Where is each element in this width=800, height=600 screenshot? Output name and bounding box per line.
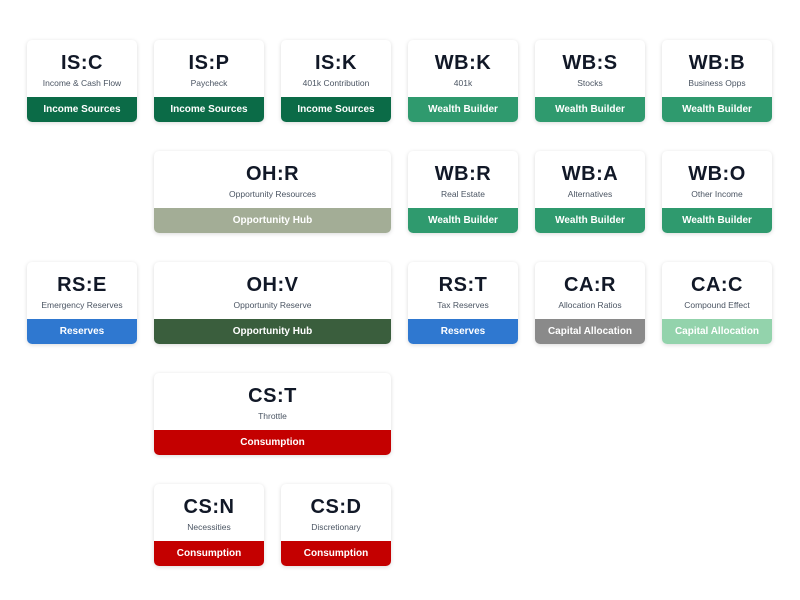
category-label: Income Sources xyxy=(154,97,264,122)
card-code: WB:O xyxy=(688,162,746,185)
card-wb-a[interactable]: WB:A Alternatives Wealth Builder xyxy=(535,151,645,233)
card-name: Opportunity Resources xyxy=(229,188,316,199)
card-name: Stocks xyxy=(577,77,603,88)
card-cs-d[interactable]: CS:D Discretionary Consumption xyxy=(281,484,391,566)
category-label: Wealth Builder xyxy=(535,208,645,233)
card-body: CS:D Discretionary xyxy=(281,484,391,541)
card-body: WB:B Business Opps xyxy=(662,40,772,97)
card-wb-k[interactable]: WB:K 401k Wealth Builder xyxy=(408,40,518,122)
category-label: Wealth Builder xyxy=(408,208,518,233)
card-name: Income & Cash Flow xyxy=(42,77,122,88)
card-code: WB:B xyxy=(688,51,746,74)
card-body: IS:K 401k Contribution xyxy=(281,40,391,97)
card-oh-v[interactable]: OH:V Opportunity Reserve Opportunity Hub xyxy=(154,262,391,344)
card-code: IS:P xyxy=(188,51,230,74)
category-label: Income Sources xyxy=(27,97,137,122)
category-label: Wealth Builder xyxy=(408,97,518,122)
category-label: Consumption xyxy=(154,541,264,566)
card-body: IS:C Income & Cash Flow xyxy=(27,40,137,97)
card-body: CS:N Necessities xyxy=(154,484,264,541)
card-name: Throttle xyxy=(258,410,287,421)
card-code: OH:V xyxy=(246,273,299,296)
card-ca-c[interactable]: CA:C Compound Effect Capital Allocation xyxy=(662,262,772,344)
card-name: Necessities xyxy=(187,521,231,532)
card-body: IS:P Paycheck xyxy=(154,40,264,97)
card-name: Business Opps xyxy=(688,77,746,88)
card-grid: IS:C Income & Cash Flow Income Sources IS:P… xyxy=(27,40,772,566)
card-ca-r[interactable]: CA:R Allocation Ratios Capital Allocation xyxy=(535,262,645,344)
card-code: WB:S xyxy=(562,51,618,74)
category-label: Capital Allocation xyxy=(535,319,645,344)
card-name: Emergency Reserves xyxy=(41,299,123,310)
card-code: IS:K xyxy=(315,51,357,74)
category-label: Income Sources xyxy=(281,97,391,122)
card-body: RS:E Emergency Reserves xyxy=(27,262,137,319)
category-label: Reserves xyxy=(408,319,518,344)
card-name: Other Income xyxy=(691,188,743,199)
card-code: CS:N xyxy=(183,495,235,518)
card-body: OH:R Opportunity Resources xyxy=(154,151,391,208)
card-code: WB:K xyxy=(434,51,492,74)
card-name: Paycheck xyxy=(190,77,228,88)
card-name: Compound Effect xyxy=(684,299,750,310)
card-wb-s[interactable]: WB:S Stocks Wealth Builder xyxy=(535,40,645,122)
card-oh-r[interactable]: OH:R Opportunity Resources Opportunity Hub xyxy=(154,151,391,233)
card-code: OH:R xyxy=(245,162,300,185)
card-name: 401k xyxy=(453,77,473,88)
card-cs-t[interactable]: CS:T Throttle Consumption xyxy=(154,373,391,455)
card-body: WB:K 401k xyxy=(408,40,518,97)
category-label: Consumption xyxy=(281,541,391,566)
card-body: WB:R Real Estate xyxy=(408,151,518,208)
card-is-k[interactable]: IS:K 401k Contribution Income Sources xyxy=(281,40,391,122)
card-body: RS:T Tax Reserves xyxy=(408,262,518,319)
card-rs-e[interactable]: RS:E Emergency Reserves Reserves xyxy=(27,262,137,344)
category-label: Reserves xyxy=(27,319,137,344)
category-label: Opportunity Hub xyxy=(154,319,391,344)
card-wb-r[interactable]: WB:R Real Estate Wealth Builder xyxy=(408,151,518,233)
card-name: Tax Reserves xyxy=(437,299,489,310)
card-body: OH:V Opportunity Reserve xyxy=(154,262,391,319)
card-wb-b[interactable]: WB:B Business Opps Wealth Builder xyxy=(662,40,772,122)
card-name: Alternatives xyxy=(567,188,613,199)
card-body: CA:R Allocation Ratios xyxy=(535,262,645,319)
card-body: CS:T Throttle xyxy=(154,373,391,430)
card-code: CA:C xyxy=(691,273,743,296)
category-label: Consumption xyxy=(154,430,391,455)
card-rs-t[interactable]: RS:T Tax Reserves Reserves xyxy=(408,262,518,344)
category-label: Wealth Builder xyxy=(535,97,645,122)
card-code: CA:R xyxy=(564,273,616,296)
card-is-p[interactable]: IS:P Paycheck Income Sources xyxy=(154,40,264,122)
card-wb-o[interactable]: WB:O Other Income Wealth Builder xyxy=(662,151,772,233)
category-label: Wealth Builder xyxy=(662,208,772,233)
card-name: Discretionary xyxy=(311,521,361,532)
card-name: Opportunity Reserve xyxy=(233,299,312,310)
category-label: Opportunity Hub xyxy=(154,208,391,233)
card-name: Allocation Ratios xyxy=(558,299,622,310)
card-code: CS:T xyxy=(248,384,297,407)
card-body: WB:S Stocks xyxy=(535,40,645,97)
card-body: WB:A Alternatives xyxy=(535,151,645,208)
card-is-c[interactable]: IS:C Income & Cash Flow Income Sources xyxy=(27,40,137,122)
card-body: WB:O Other Income xyxy=(662,151,772,208)
card-name: 401k Contribution xyxy=(302,77,370,88)
card-body: CA:C Compound Effect xyxy=(662,262,772,319)
card-code: RS:T xyxy=(438,273,488,296)
category-label: Capital Allocation xyxy=(662,319,772,344)
card-name: Real Estate xyxy=(441,188,485,199)
category-label: Wealth Builder xyxy=(662,97,772,122)
card-cs-n[interactable]: CS:N Necessities Consumption xyxy=(154,484,264,566)
card-code: RS:E xyxy=(57,273,107,296)
card-code: WB:R xyxy=(434,162,492,185)
card-code: CS:D xyxy=(310,495,362,518)
card-code: IS:C xyxy=(61,51,103,74)
card-code: WB:A xyxy=(561,162,619,185)
